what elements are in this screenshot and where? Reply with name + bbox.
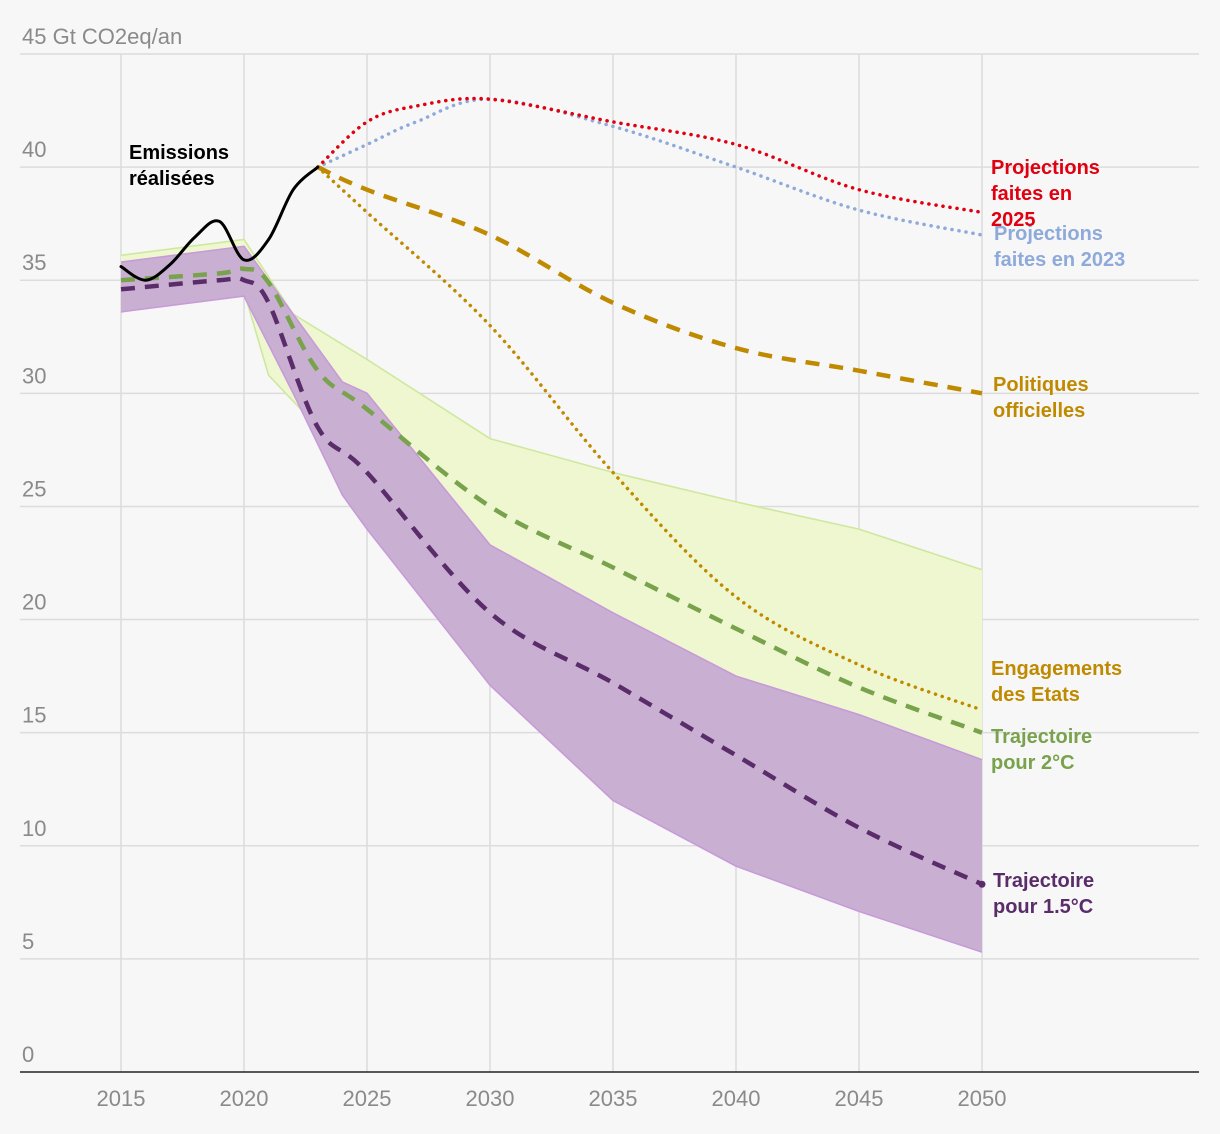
band-lower-1 [120,295,983,953]
x-tick-2035: 2035 [589,1086,638,1111]
series-label-line: Projections [991,157,1100,179]
x-tick-2025: 2025 [343,1086,392,1111]
series-label-line: faites en [991,183,1072,205]
y-tick-10: 10 [22,816,46,841]
series-label-line: réalisées [129,168,215,190]
series-end-dot [978,880,986,888]
band-upper-0 [120,238,983,571]
y-tick-35: 35 [22,250,46,275]
series-label-line: Trajectoire [993,870,1094,892]
series-line-4 [120,266,983,735]
series-label-2: Politiques officielles [993,374,1089,422]
series-label-line: Engagements [991,658,1122,680]
series-label-line: faites en 2023 [994,249,1125,271]
series-label-1: Projections faites en 2025 [991,157,1100,231]
series-line-6 [119,165,320,282]
series-label-line: officielles [993,400,1085,422]
series-label-3: Engagements des Etats [991,658,1122,706]
series-label-4: Trajectoire pour 2°C [991,726,1092,774]
series-line-1 [316,96,984,215]
y-tick-5: 5 [22,929,34,954]
series-label-line: pour 2°C [991,752,1075,774]
series-label-line: pour 1.5°C [993,896,1093,918]
series-label-line: Projections [994,223,1103,245]
y-tick-25: 25 [22,476,46,501]
series-line-3 [316,165,984,712]
x-tick-2040: 2040 [712,1086,761,1111]
series-labels: Projections faites en 2023 Projections fait… [129,142,1125,918]
y-tick-0: 0 [22,1042,34,1067]
y-tick-15: 15 [22,703,46,728]
series-label-0: Projections faites en 2023 [994,223,1125,271]
series-label-line: Politiques [993,374,1089,396]
y-tick-40: 40 [22,137,46,162]
series-label-line: 2025 [991,209,1036,231]
y-tick-20: 20 [22,590,46,615]
series-line-2 [316,165,983,396]
x-tick-2050: 2050 [958,1086,1007,1111]
series-label-line: des Etats [991,684,1080,706]
y-axis-unit-label: 45 Gt CO2eq/an [22,24,182,49]
series-line-0 [316,97,984,237]
series-label-line: Trajectoire [991,726,1092,748]
x-tick-2015: 2015 [97,1086,146,1111]
series-label-line: Emissions [129,142,229,164]
series-label-6: Emissions réalisées [129,142,229,190]
x-tick-2045: 2045 [835,1086,884,1111]
series-label-5: Trajectoire pour 1.5°C [993,870,1094,918]
x-tick-2020: 2020 [220,1086,269,1111]
x-tick-2030: 2030 [466,1086,515,1111]
series-lines [119,96,986,888]
series-line-5 [120,275,983,887]
y-tick-30: 30 [22,363,46,388]
